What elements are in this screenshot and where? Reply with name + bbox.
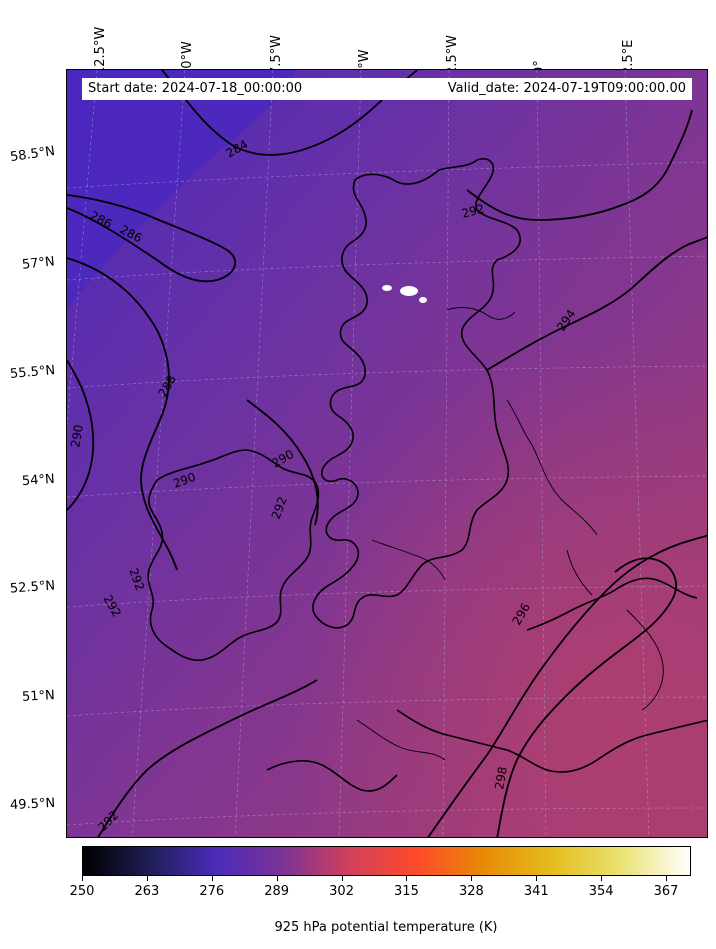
colorbar-tick-label: 341 <box>523 884 549 899</box>
coastline-details <box>356 307 664 761</box>
colorbar-tick-label: 289 <box>264 884 290 899</box>
contour-292-south <box>97 679 318 837</box>
contour-286 <box>67 194 237 283</box>
colorbar-tick-mark <box>82 876 83 881</box>
start-date-text: Start date: 2024-07-18_00:00:00 <box>88 81 303 96</box>
lon-label-12-5w: 12.5°W <box>93 26 108 75</box>
lat-label-51n: 51°N <box>21 688 56 705</box>
colorbar-tick-mark <box>666 876 668 881</box>
contour-290-west <box>67 359 95 511</box>
colorbar-tick-mark <box>536 876 538 881</box>
map-panel[interactable]: 284 286 286 288 290 290 290 292 292 292 … <box>66 69 708 838</box>
colorbar-gradient <box>83 847 690 875</box>
colorbar-tick-label: 367 <box>653 884 679 899</box>
contour-294 <box>486 236 707 371</box>
colorbar-tick-mark <box>341 876 343 881</box>
contour-298 <box>496 557 677 837</box>
colorbar-tick-mark <box>406 876 408 881</box>
colorbar-label: 925 hPa potential temperature (K) <box>274 920 498 935</box>
colorbar-tick-mark <box>471 876 473 881</box>
colorbar-tick-label: 328 <box>458 884 484 899</box>
contour-292-north <box>466 109 693 221</box>
contour-296 <box>427 534 707 837</box>
lat-label-57n: 57°N <box>21 254 56 273</box>
colorbar-tick-label: 302 <box>329 884 354 899</box>
coastlines <box>147 158 707 792</box>
field-southeast-warm <box>67 70 707 837</box>
lat-label-49-5n: 49.5°N <box>9 795 56 814</box>
lat-label-55-5n: 55.5°N <box>9 363 56 382</box>
highland-white-patches <box>382 285 427 303</box>
contour-label-298: 298 <box>492 766 510 791</box>
date-info-box: Start date: 2024-07-18_00:00:00 Valid_da… <box>82 78 692 100</box>
colorbar-tick-label: 250 <box>69 884 95 899</box>
colorbar-tick-mark <box>276 876 278 881</box>
contour-290-inner <box>246 399 319 526</box>
isotherm-contours <box>67 70 707 837</box>
potential-temperature-map: 284 286 286 288 290 290 290 292 292 292 … <box>67 70 707 837</box>
colorbar-tick-label: 263 <box>134 884 160 899</box>
colorbar-tick-label: 315 <box>394 884 419 899</box>
contour-288 <box>67 257 178 571</box>
lat-label-52-5n: 52.5°N <box>9 578 56 597</box>
colorbar-tick-mark <box>211 876 213 881</box>
colorbar-tick-label: 354 <box>588 884 614 899</box>
colorbar-tick-mark <box>146 876 148 881</box>
field-northwest-cold <box>67 70 297 310</box>
lat-label-58-5n: 58.5°N <box>9 143 56 166</box>
colorbar-tick-mark <box>601 876 603 881</box>
lat-label-54n: 54°N <box>21 471 56 490</box>
contour-label-292-a: 292 <box>460 201 486 220</box>
colorbar <box>82 846 691 876</box>
valid-date-text: Valid_date: 2024-07-19T09:00:00.00 <box>447 81 686 96</box>
colorbar-tick-label: 276 <box>199 884 225 899</box>
contour-label-290-a: 290 <box>68 424 86 449</box>
